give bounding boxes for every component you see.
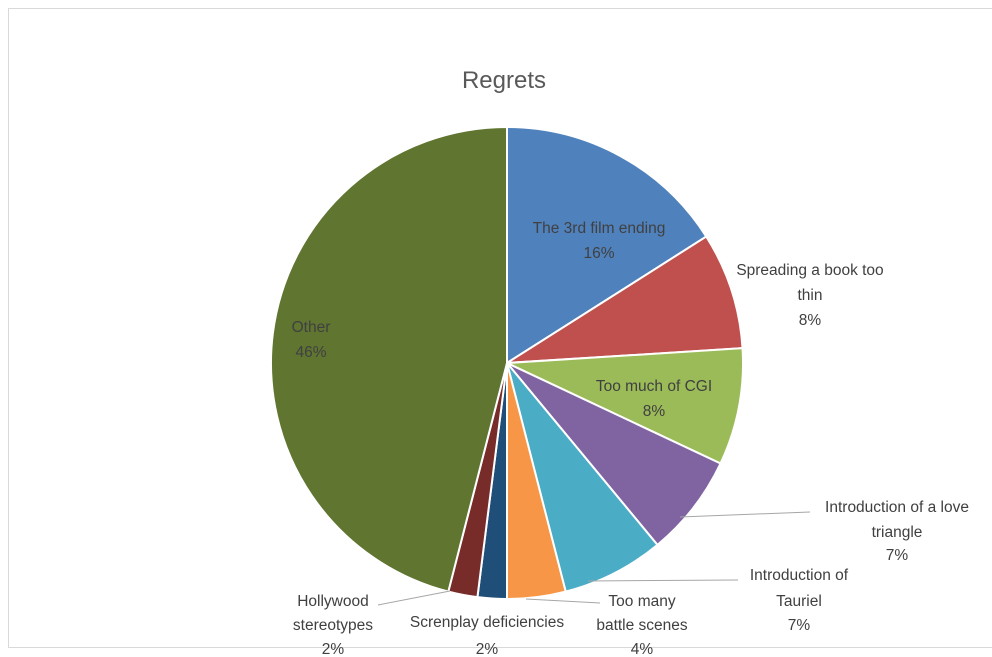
slice-category-label: Too much of CGI — [596, 378, 712, 395]
slice-percent-label: 8% — [799, 312, 822, 329]
slice-category-label: stereotypes — [293, 617, 373, 634]
slice-percent-label: 7% — [788, 617, 811, 634]
slice-category-label: Spreading a book too — [736, 262, 883, 279]
leader-line — [679, 511, 811, 518]
slice-category-label: triangle — [872, 524, 923, 541]
slice-percent-label: 4% — [631, 641, 654, 657]
pie-slice — [506, 235, 744, 364]
pie-slice — [506, 125, 708, 365]
pie-slice — [506, 347, 744, 465]
slice-category-label: Introduction of a love — [825, 499, 969, 516]
chart-title: Regrets — [462, 67, 546, 94]
slice-category-label: Introduction of — [750, 567, 849, 584]
slice-category-label: Tauriel — [776, 593, 822, 610]
leader-line — [377, 590, 451, 606]
pie-slice — [506, 362, 659, 593]
slice-percent-label: 8% — [643, 403, 666, 420]
slice-percent-label: 7% — [886, 547, 909, 564]
leader-line — [525, 598, 601, 604]
slice-category-label: Too many — [608, 593, 675, 610]
slice-category-label: Hollywood — [297, 593, 369, 610]
slice-category-label: battle scenes — [596, 617, 688, 634]
pie-slice — [506, 362, 722, 547]
slice-percent-label: 16% — [583, 245, 614, 262]
slice-category-label: Other — [292, 319, 331, 336]
slice-category-label: The 3rd film ending — [533, 220, 666, 237]
slice-category-label: Screnplay deficiencies — [410, 614, 564, 631]
leader-line — [587, 579, 739, 582]
slice-percent-label: 2% — [322, 641, 345, 657]
slice-percent-label: 46% — [295, 344, 326, 361]
pie-slice — [270, 125, 508, 593]
slice-category-label: thin — [798, 287, 823, 304]
slice-percent-label: 2% — [476, 641, 499, 657]
